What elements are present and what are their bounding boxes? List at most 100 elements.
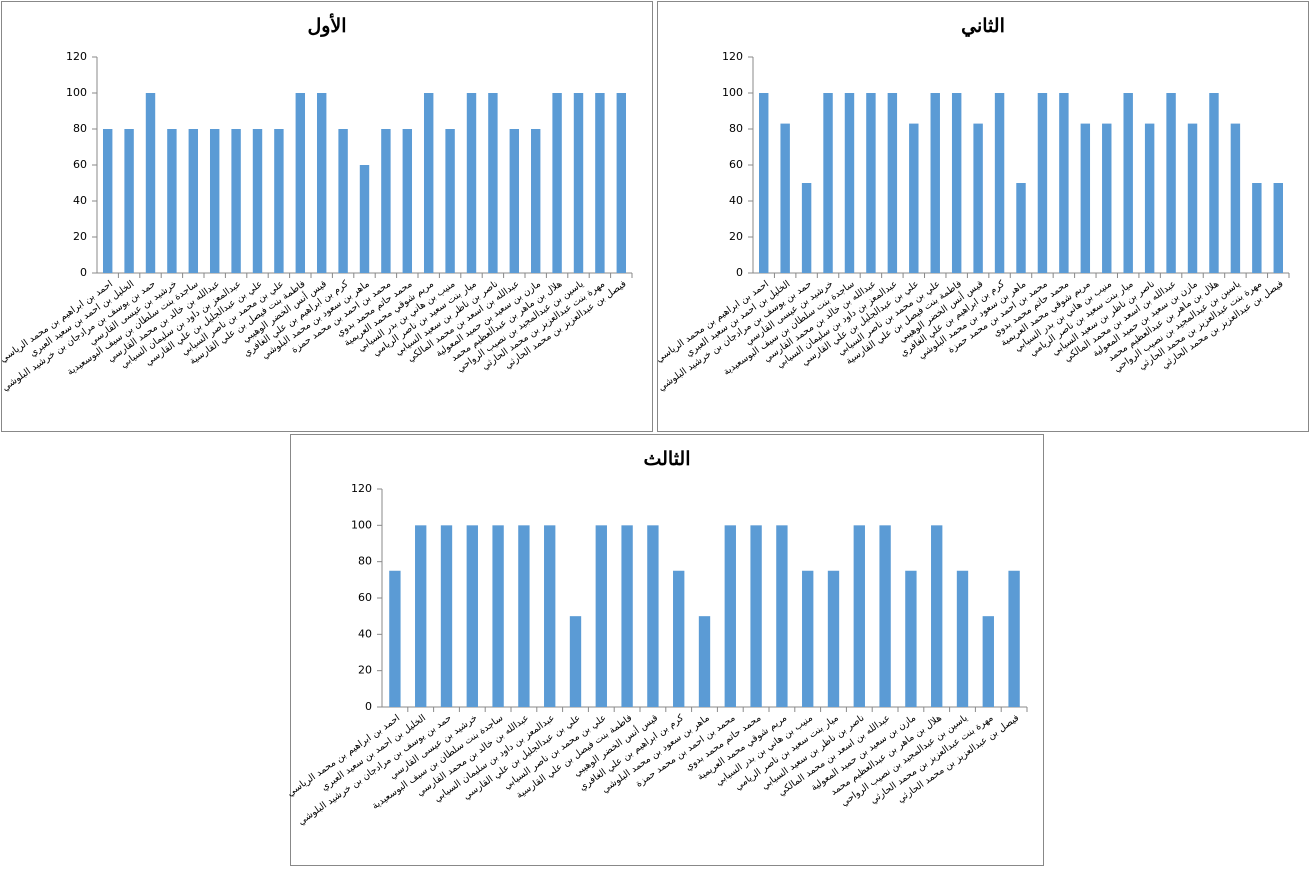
bar bbox=[316, 93, 327, 273]
y-tick-label: 80 bbox=[358, 555, 372, 568]
bar bbox=[1102, 123, 1112, 273]
bar bbox=[776, 525, 788, 707]
bar bbox=[423, 93, 434, 273]
bar bbox=[621, 525, 633, 707]
bar bbox=[1080, 123, 1091, 273]
bar bbox=[359, 165, 370, 273]
y-tick-label: 80 bbox=[73, 122, 87, 135]
bar bbox=[973, 123, 983, 273]
bar bbox=[951, 93, 962, 273]
bar bbox=[909, 123, 919, 273]
bar bbox=[802, 570, 814, 707]
bar bbox=[750, 525, 762, 707]
bar bbox=[1008, 570, 1020, 707]
bar bbox=[595, 93, 605, 273]
bar bbox=[823, 93, 833, 273]
y-tick-label: 80 bbox=[729, 122, 743, 135]
bar bbox=[1273, 183, 1283, 273]
bar bbox=[1166, 93, 1176, 273]
bar bbox=[1144, 123, 1155, 273]
bar bbox=[780, 123, 790, 273]
bar bbox=[956, 570, 969, 707]
bar bbox=[844, 93, 855, 273]
bar bbox=[102, 129, 113, 273]
bar bbox=[931, 525, 943, 707]
bar bbox=[930, 93, 940, 273]
bar bbox=[295, 93, 306, 273]
bar bbox=[167, 129, 177, 273]
bar bbox=[381, 129, 391, 273]
bar bbox=[879, 525, 891, 707]
y-tick-label: 0 bbox=[80, 266, 87, 279]
bar bbox=[274, 129, 284, 273]
bar bbox=[124, 129, 134, 273]
bar bbox=[402, 129, 413, 273]
bar bbox=[552, 93, 562, 273]
y-tick-label: 120 bbox=[722, 50, 743, 63]
bar bbox=[1037, 93, 1048, 273]
y-tick-label: 40 bbox=[358, 627, 372, 640]
chart-title: الأول bbox=[307, 13, 346, 37]
bar bbox=[595, 525, 607, 707]
y-tick-label: 120 bbox=[66, 50, 87, 63]
y-tick-label: 0 bbox=[365, 700, 372, 713]
bar bbox=[518, 525, 530, 707]
bar bbox=[509, 129, 520, 273]
bar bbox=[673, 570, 685, 707]
bar bbox=[445, 129, 455, 273]
bar bbox=[905, 570, 917, 707]
bar bbox=[1016, 183, 1026, 273]
bar bbox=[389, 570, 401, 707]
bar bbox=[569, 616, 582, 707]
y-tick-label: 100 bbox=[66, 86, 87, 99]
bar bbox=[887, 93, 898, 273]
y-tick-label: 60 bbox=[729, 158, 743, 171]
bar bbox=[252, 129, 263, 273]
chart-title: الثالث bbox=[643, 448, 690, 470]
bar bbox=[440, 525, 453, 707]
chart-title: الثاني bbox=[961, 15, 1005, 38]
y-tick-label: 40 bbox=[729, 194, 743, 207]
y-tick-label: 120 bbox=[351, 482, 372, 495]
bar bbox=[827, 570, 840, 707]
bar bbox=[338, 129, 348, 273]
bar bbox=[466, 525, 478, 707]
y-tick-label: 40 bbox=[73, 194, 87, 207]
bar bbox=[492, 525, 504, 707]
y-tick-label: 60 bbox=[358, 591, 372, 604]
y-tick-label: 20 bbox=[73, 230, 87, 243]
y-tick-label: 100 bbox=[722, 86, 743, 99]
y-tick-label: 100 bbox=[351, 518, 372, 531]
bar bbox=[530, 129, 541, 273]
bar bbox=[188, 129, 199, 273]
bar bbox=[982, 616, 994, 707]
bar bbox=[1230, 123, 1241, 273]
bar bbox=[853, 525, 865, 707]
bar bbox=[145, 93, 156, 273]
bar bbox=[801, 183, 812, 273]
bar bbox=[466, 93, 477, 273]
bar bbox=[759, 93, 769, 273]
bar bbox=[488, 93, 498, 273]
bar bbox=[544, 525, 556, 707]
bar bbox=[724, 525, 736, 707]
bar bbox=[231, 129, 241, 273]
bar bbox=[994, 93, 1005, 273]
bar bbox=[1123, 93, 1133, 273]
bar bbox=[1209, 93, 1219, 273]
bar bbox=[647, 525, 659, 707]
y-tick-label: 0 bbox=[736, 266, 743, 279]
bar bbox=[1252, 183, 1262, 273]
y-tick-label: 20 bbox=[729, 230, 743, 243]
y-tick-label: 20 bbox=[358, 664, 372, 677]
bar bbox=[1059, 93, 1069, 273]
bar bbox=[698, 616, 711, 707]
y-tick-label: 60 bbox=[73, 158, 87, 171]
chart-frame bbox=[290, 434, 1044, 866]
bar bbox=[866, 93, 876, 273]
bar bbox=[573, 93, 584, 273]
bar bbox=[1187, 123, 1198, 273]
bar bbox=[616, 93, 627, 273]
